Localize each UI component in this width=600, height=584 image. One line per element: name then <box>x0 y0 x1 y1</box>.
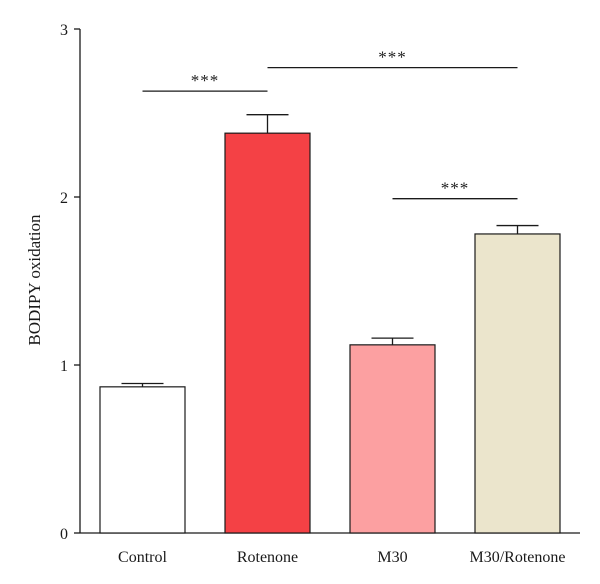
significance-label: *** <box>441 179 470 198</box>
bar <box>349 344 436 534</box>
y-tick-label: 3 <box>60 22 68 39</box>
axes: 0 1 2 3 Control Rotenone M30 M30/Rotenone <box>60 22 580 566</box>
significance-label: *** <box>191 71 220 90</box>
x-tick-label: M30 <box>377 549 407 566</box>
y-tick-label: 2 <box>60 190 68 207</box>
significance-label: *** <box>378 48 407 67</box>
y-tick-label: 1 <box>60 358 68 375</box>
bar <box>99 386 186 534</box>
bar <box>224 132 311 534</box>
x-tick-label: M30/Rotenone <box>470 549 566 566</box>
y-tick-label: 0 <box>60 526 68 543</box>
x-tick-label: Rotenone <box>237 549 298 566</box>
y-axis-label: BODIPY oxidation <box>25 214 44 346</box>
x-tick-label: Control <box>118 549 167 566</box>
significance-annotations: *** *** *** <box>142 48 518 200</box>
bar <box>474 233 561 534</box>
bars <box>99 132 561 534</box>
error-bars <box>121 114 539 387</box>
